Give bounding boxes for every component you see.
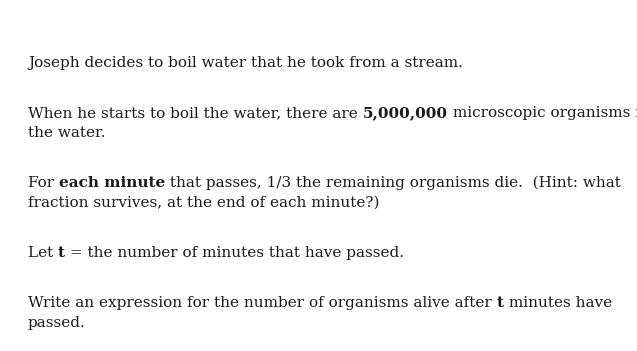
Text: the water.: the water. (28, 126, 106, 140)
Text: microscopic organisms in: microscopic organisms in (448, 106, 637, 120)
Text: that passes, 1/3 the remaining organisms die.  (Hint: what: that passes, 1/3 the remaining organisms… (165, 176, 621, 190)
Text: passed.: passed. (28, 316, 86, 330)
Text: Joseph decides to boil water that he took from a stream.: Joseph decides to boil water that he too… (28, 56, 463, 70)
Text: each minute: each minute (59, 176, 165, 190)
Text: = the number of minutes that have passed.: = the number of minutes that have passed… (65, 246, 404, 260)
Text: Let: Let (28, 246, 58, 260)
Text: 5,000,000: 5,000,000 (362, 106, 448, 120)
Text: fraction survives, at the end of each minute?): fraction survives, at the end of each mi… (28, 196, 380, 210)
Text: When he starts to boil the water, there are: When he starts to boil the water, there … (28, 106, 362, 120)
Text: Write an expression for the number of organisms alive after: Write an expression for the number of or… (28, 296, 497, 310)
Text: For: For (28, 176, 59, 190)
Text: t: t (58, 246, 65, 260)
Text: t: t (497, 296, 504, 310)
Text: minutes have: minutes have (504, 296, 612, 310)
